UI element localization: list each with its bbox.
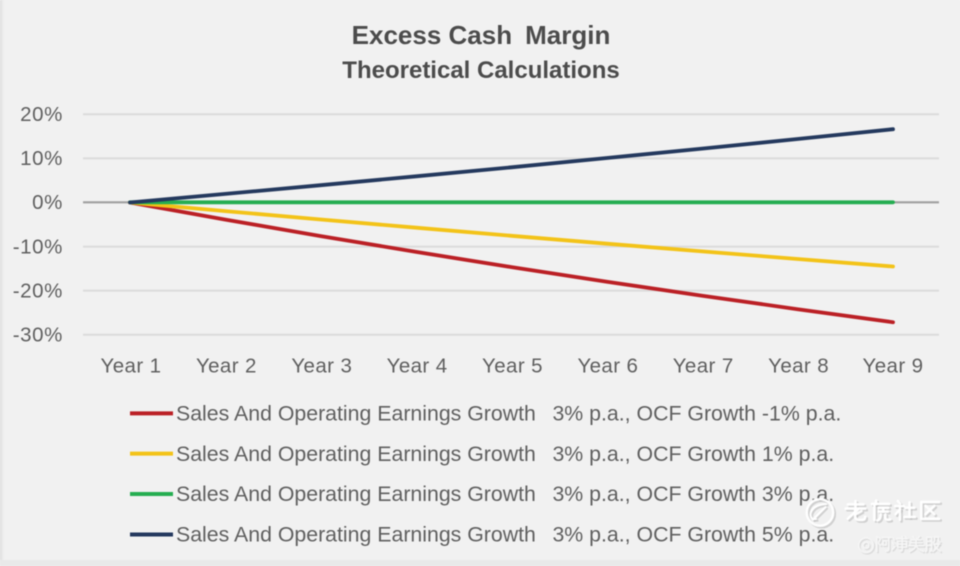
svg-text:10%: 10% xyxy=(20,147,63,170)
svg-text:Sales And Operating Earnings G: Sales And Operating Earnings Growth 3% p… xyxy=(176,402,841,426)
svg-text:Year 8: Year 8 xyxy=(768,355,829,378)
svg-text:-10%: -10% xyxy=(13,236,63,259)
svg-text:Year 3: Year 3 xyxy=(291,355,352,378)
svg-text:20%: 20% xyxy=(20,103,63,126)
svg-text:Year 9: Year 9 xyxy=(863,355,924,378)
svg-text:Theoretical Calculations: Theoretical Calculations xyxy=(342,57,619,84)
svg-text:-20%: -20% xyxy=(13,280,63,303)
svg-text:Sales And Operating Earnings G: Sales And Operating Earnings Growth 3% p… xyxy=(176,523,834,547)
svg-text:Year 4: Year 4 xyxy=(387,355,448,378)
svg-text:Excess Cash Margin: Excess Cash Margin xyxy=(352,20,611,50)
svg-text:Year 7: Year 7 xyxy=(673,355,734,378)
svg-text:Year 5: Year 5 xyxy=(482,355,543,378)
svg-text:Sales And Operating Earnings G: Sales And Operating Earnings Growth 3% p… xyxy=(176,442,834,466)
svg-text:Year 1: Year 1 xyxy=(101,355,162,378)
svg-text:Year 2: Year 2 xyxy=(196,355,257,378)
svg-text:Year 6: Year 6 xyxy=(577,355,638,378)
svg-text:0%: 0% xyxy=(32,191,63,214)
svg-text:-30%: -30% xyxy=(13,324,63,347)
svg-text:Sales And Operating Earnings G: Sales And Operating Earnings Growth 3% p… xyxy=(176,482,834,506)
